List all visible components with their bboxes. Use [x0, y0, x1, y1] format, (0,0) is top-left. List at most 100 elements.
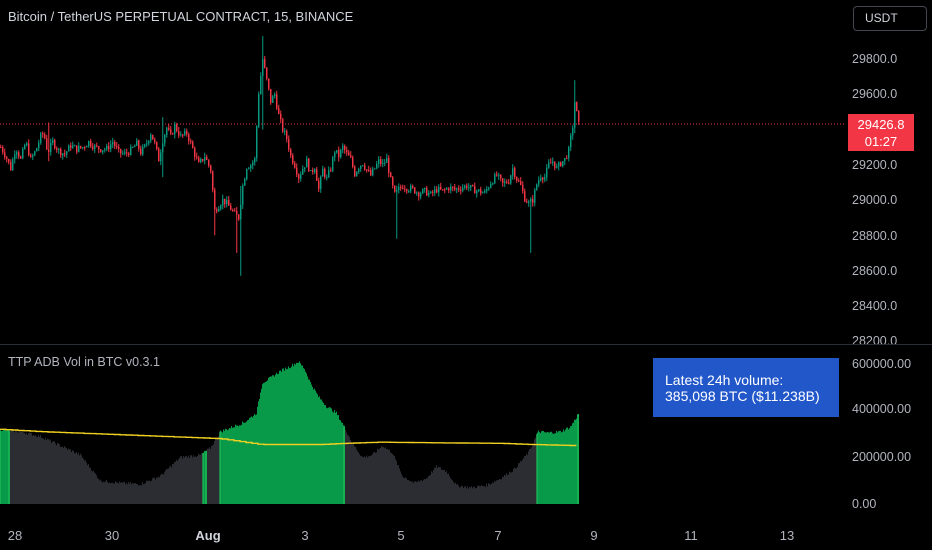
volume-bar — [358, 452, 360, 504]
volume-bar — [505, 475, 507, 504]
volume-bar — [190, 455, 192, 504]
candle-body — [464, 185, 466, 188]
candle-body — [198, 157, 200, 163]
volume-bar — [512, 471, 514, 504]
volume-bar — [277, 374, 279, 504]
volume-bar — [378, 449, 380, 504]
candle-body — [340, 149, 342, 158]
candle-body — [382, 162, 384, 165]
volume-bar — [417, 481, 419, 504]
volume-bar — [182, 458, 184, 504]
volume-bar — [557, 432, 559, 504]
candle-body — [48, 149, 50, 152]
volume-bar — [188, 455, 190, 504]
candle-body — [558, 162, 560, 167]
volume-bar — [408, 479, 410, 504]
volume-bar — [487, 486, 489, 504]
volume-bar — [428, 476, 430, 504]
volume-bar — [115, 481, 117, 504]
volume-bar — [44, 439, 46, 504]
candle-body — [524, 191, 526, 202]
candle-body — [272, 96, 274, 103]
candle-body — [26, 143, 28, 146]
volume-bar — [211, 445, 213, 504]
volume-bar — [158, 476, 160, 504]
candle-body — [66, 151, 68, 155]
volume-bar — [75, 453, 77, 504]
candle-body — [574, 101, 576, 128]
candle-body — [206, 157, 208, 160]
volume-bar — [111, 482, 113, 504]
candle-body — [52, 140, 54, 143]
candle-body — [86, 146, 88, 148]
volume-bar — [242, 421, 244, 504]
volume-axis-label: 400000.00 — [852, 402, 912, 416]
candle-body — [110, 144, 112, 150]
time-axis-label: 13 — [779, 528, 795, 543]
volume-bar — [469, 487, 471, 504]
volume-bar — [463, 488, 465, 504]
volume-bar — [489, 483, 491, 504]
volume-bar — [477, 486, 479, 504]
volume-bar — [41, 437, 43, 504]
volume-bar — [232, 428, 234, 504]
candle-body — [56, 148, 58, 150]
volume-bar — [178, 459, 180, 504]
candle-body — [270, 88, 272, 103]
volume-bar — [563, 429, 565, 504]
volume-bar — [429, 475, 431, 504]
candle-body — [130, 147, 132, 155]
candle-body — [290, 149, 292, 156]
candle-body — [454, 187, 456, 190]
candle-body — [92, 146, 94, 149]
candle-body — [440, 186, 442, 190]
volume-bar — [374, 452, 376, 504]
volume-bar — [195, 456, 197, 504]
volume-bar — [540, 433, 542, 504]
candle-body — [248, 168, 250, 170]
volume-bar — [175, 461, 177, 504]
candle-body — [358, 168, 360, 172]
volume-bar — [33, 434, 35, 504]
candle-body — [112, 142, 114, 145]
candle-body — [542, 177, 544, 180]
candle-body — [530, 199, 532, 202]
volume-bar — [313, 389, 315, 504]
price-axis-label: 28800.0 — [852, 229, 898, 243]
candle-body — [528, 201, 530, 203]
candle-body — [310, 170, 312, 172]
volume-bar — [137, 483, 139, 504]
candle-body — [372, 168, 374, 176]
volume-bar — [568, 429, 570, 504]
candle-body — [308, 158, 310, 171]
candle-body — [12, 159, 14, 171]
candle-body — [446, 188, 448, 190]
candle-body — [450, 186, 452, 191]
candle-body — [364, 165, 366, 170]
volume-bar — [59, 444, 61, 504]
candle-body — [254, 158, 256, 163]
volume-bar — [496, 480, 498, 504]
volume-bar — [412, 481, 414, 504]
volume-bar — [382, 447, 384, 504]
candle-body — [118, 146, 120, 149]
volume-bar — [214, 440, 216, 504]
volume-bar — [2, 430, 4, 504]
candle-body — [300, 174, 302, 179]
price-axis-label: 29600.0 — [852, 87, 898, 101]
volume-bar — [345, 429, 347, 504]
volume-bar — [459, 487, 461, 504]
volume-bar — [498, 479, 500, 504]
currency-button[interactable]: USDT — [853, 6, 927, 31]
pane-divider[interactable] — [0, 344, 932, 345]
candle-body — [420, 193, 422, 197]
volume-bar — [252, 417, 254, 504]
volume-bar — [267, 380, 269, 504]
volume-bar — [18, 432, 20, 504]
candle-body — [486, 189, 488, 192]
volume-bar — [318, 397, 320, 504]
volume-bar — [502, 476, 504, 504]
volume-bar — [339, 419, 341, 504]
indicator-title[interactable]: TTP ADB Vol in BTC v0.3.1 — [8, 355, 160, 369]
